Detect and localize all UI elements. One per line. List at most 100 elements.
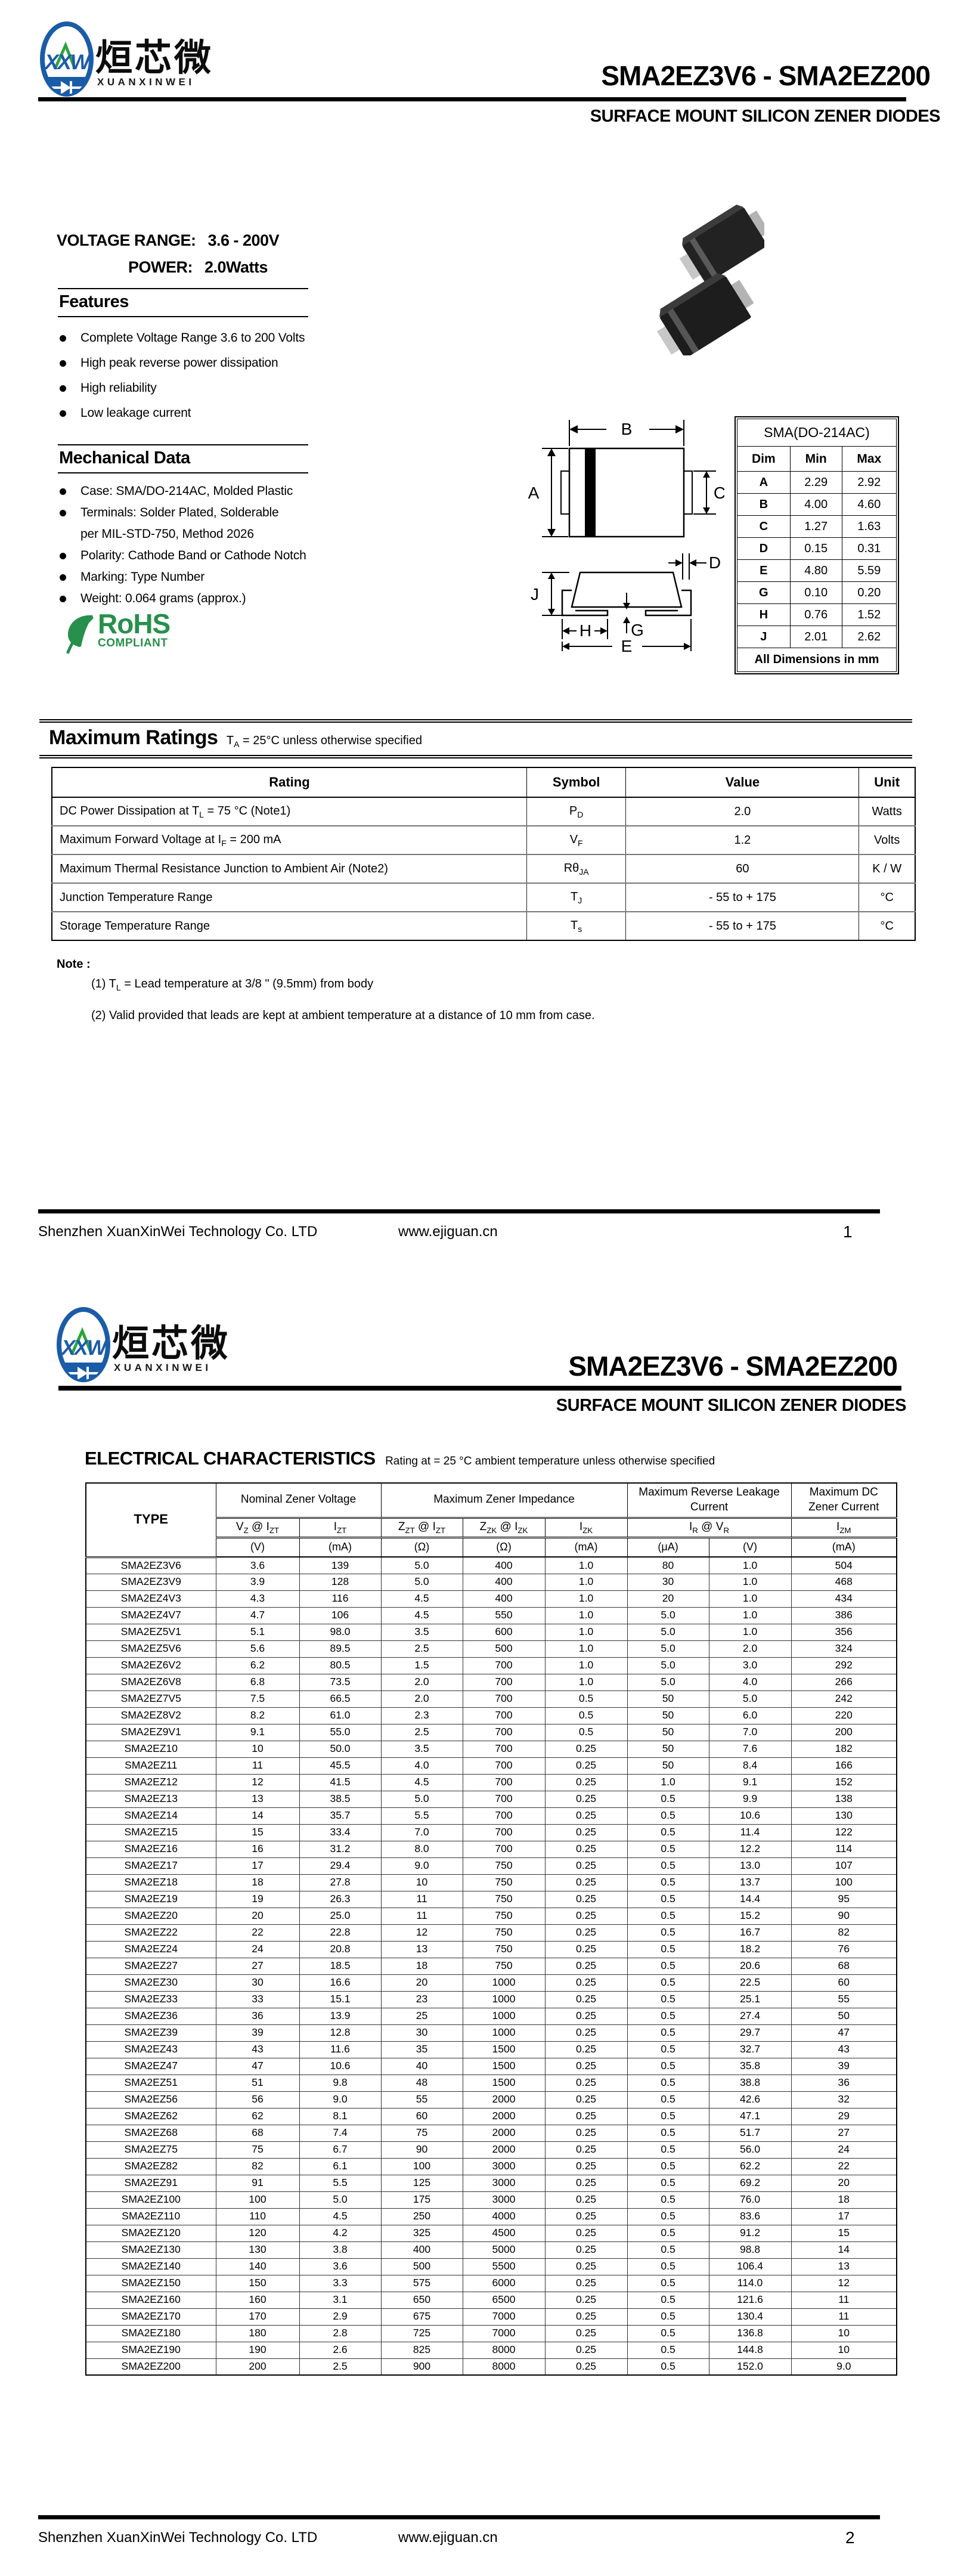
table-row: SMA2EZ56 56 9.0 55 2000 0.25 0.5 42.6 32 [85,2091,897,2109]
table-cell: 30 [215,1974,300,1992]
table-cell: 15.2 [708,1907,792,1925]
table-cell: 3000 [462,2157,546,2175]
table-cell: 0.5 [627,2074,709,2092]
table-cell: 22 [791,2157,897,2175]
package-outline-drawing: B A C D [528,420,724,655]
table-cell: 41.5 [299,1773,382,1791]
bullet-icon [60,574,66,581]
table-cell: 51 [215,2074,300,2092]
table-cell: SMA2EZ3V6 [85,1556,216,1574]
table-cell: 825 [380,2341,463,2359]
table-cell: 468 [791,1573,897,1591]
table-cell: 3000 [462,2174,546,2192]
table-cell: 725 [380,2324,463,2342]
list-item: Case: SMA/DO-214AC, Molded Plastic [60,481,306,502]
footer-company: Shenzhen XuanXinWei Technology Co. LTD [38,2529,318,2546]
table-cell: 91.2 [708,2224,792,2242]
table-cell: 0.25 [544,2207,628,2225]
table-cell: 114 [791,1840,897,1858]
table-cell: 2.6 [299,2341,382,2359]
unit-header: (μA) [627,1537,709,1558]
table-cell: 56 [215,2091,300,2109]
table-cell: 0.25 [544,2308,628,2326]
table-cell: SMA2EZ15 [85,1823,216,1841]
max-ratings-heading: Maximum Ratings TA = 25°C unless otherwi… [39,719,912,758]
table-cell: 10 [380,1874,463,1891]
table-row: J 2.01 2.62 [737,626,897,648]
bullet-icon [60,360,66,367]
table-cell: Maximum Thermal Resistance Junction to A… [51,854,527,883]
table-cell: 12.8 [299,2024,382,2042]
table-cell: 5.0 [627,1606,709,1624]
table-cell: 9.0 [299,2091,382,2109]
table-cell: 0.25 [544,1907,628,1925]
table-cell: 98.8 [708,2241,792,2259]
table-cell: 116 [299,1590,382,1608]
table-cell: 48 [380,2074,463,2092]
table-row: SMA2EZ10 10 50.0 3.5 700 0.25 50 7.6 182 [85,1740,897,1758]
table-cell: 0.25 [544,1773,628,1791]
table-cell: 2.29 [789,471,842,494]
table-cell: 750 [462,1907,546,1925]
table-cell: SMA2EZ56 [85,2091,216,2109]
footer-website: www.ejiguan.cn [398,2529,498,2546]
table-cell: 36 [791,2074,897,2092]
table-row: Maximum Thermal Resistance Junction to A… [51,854,916,883]
table-cell: 18 [215,1874,300,1891]
table-cell: 76 [791,1940,897,1958]
table-cell: 106 [299,1606,382,1624]
table-cell: 5.0 [380,1573,463,1591]
table-row: SMA2EZ14 14 35.7 5.5 700 0.25 0.5 10.6 130 [85,1807,897,1825]
table-row: SMA2EZ130 130 3.8 400 5000 0.25 0.5 98.8 14 [85,2241,897,2259]
unit-header: (mA) [299,1537,382,1558]
table-row: SMA2EZ62 62 8.1 60 2000 0.25 0.5 47.1 29 [85,2107,897,2125]
table-cell: 292 [791,1657,897,1674]
table-cell: 20 [215,1907,300,1925]
table-cell: 0.25 [544,2341,628,2359]
table-row: SMA2EZ3V9 3.9 128 5.0 400 1.0 30 1.0 468 [85,1573,897,1591]
table-cell: 1.0 [708,1573,792,1591]
table-cell: 47.1 [708,2107,792,2125]
unit-header: (Ω) [462,1537,546,1558]
table-cell: 0.25 [544,2107,628,2125]
footer-divider [38,1209,880,1213]
table-row: D 0.15 0.31 [737,537,897,560]
table-cell: 26.3 [299,1890,382,1908]
table-cell: SMA2EZ39 [85,2024,216,2042]
table-cell: 650 [380,2291,463,2309]
table-cell: 700 [462,1740,546,1758]
mechanical-heading: Mechanical Data [58,444,308,473]
table-cell: 27 [215,1957,300,1975]
mech-text: per MIL-STD-750, Method 2026 [80,527,254,541]
mech-text: Weight: 0.064 grams (approx.) [80,592,246,605]
table-cell: 27.4 [708,2007,792,2025]
table-cell: 0.5 [627,2091,709,2109]
table-cell: 1.5 [380,1657,463,1674]
table-cell: 0.25 [544,2291,628,2309]
table-cell: 8.2 [215,1707,300,1724]
table-cell: SMA2EZ27 [85,1957,216,1975]
table-cell: 200 [215,2358,300,2376]
table-cell: 266 [791,1673,897,1691]
table-cell: 504 [791,1556,897,1574]
table-cell: SMA2EZ22 [85,1924,216,1942]
table-cell: 5.0 [708,1690,792,1708]
table-cell: 3.0 [708,1657,792,1674]
footer-company: Shenzhen XuanXinWei Technology Co. LTD [38,1224,318,1240]
table-cell: SMA2EZ30 [85,1974,216,1992]
rohs-text: RoHS COMPLIANT [98,610,171,649]
table-cell: 122 [791,1823,897,1841]
table-cell: 1.0 [708,1590,792,1608]
table-row: DC Power Dissipation at TL = 75 °C (Note… [51,797,916,826]
table-cell: 0.5 [627,2141,709,2159]
table-cell: 13 [215,1790,300,1808]
column-header: ZZT @ IZT [380,1517,463,1538]
table-cell: G [737,581,791,604]
table-row: Storage Temperature Range Ts - 55 to + 175… [51,911,916,940]
table-cell: 2000 [462,2124,546,2142]
table-cell: 356 [791,1623,897,1641]
table-cell: 0.25 [544,1890,628,1908]
table-cell: 18.2 [708,1940,792,1958]
table-cell: 0.25 [544,2157,628,2175]
